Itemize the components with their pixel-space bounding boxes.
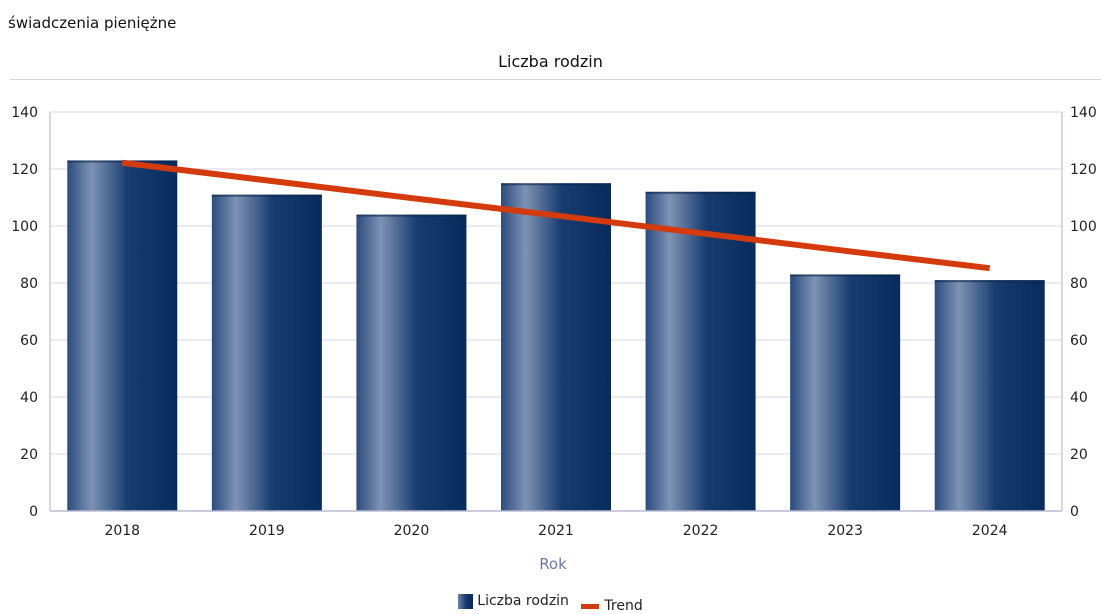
chart-title: Liczba rodzin	[498, 52, 603, 71]
y-tick-label: 100	[11, 219, 38, 235]
x-tick-label: 2022	[683, 523, 719, 539]
bar-2020	[356, 214, 467, 511]
legend-label-bars: Liczba rodzin	[477, 593, 569, 609]
y2-tick-label: 40	[1070, 390, 1088, 406]
x-tick-label: 2021	[538, 523, 574, 539]
axes	[49, 112, 1063, 512]
y2-tick-label: 60	[1070, 333, 1088, 349]
page-header: świadczenia pieniężne	[8, 14, 177, 32]
bar-cap	[356, 214, 467, 217]
bar-2021	[501, 183, 611, 511]
legend-trend-swatch	[581, 603, 600, 609]
bar-2024	[934, 280, 1045, 511]
trend-line-group	[121, 159, 991, 272]
bar-cap	[790, 274, 901, 277]
y-tick-label: 20	[20, 447, 38, 463]
title-divider	[10, 79, 1101, 80]
bar-cap	[934, 280, 1045, 283]
x-tick-label: 2024	[972, 523, 1008, 539]
bar-2018	[67, 160, 178, 511]
bar-2019	[211, 194, 322, 511]
legend: Liczba rodzin Trend	[0, 593, 1101, 614]
bars	[67, 160, 1045, 512]
y2-tick-label: 140	[1070, 105, 1097, 121]
legend-item-trend: Trend	[581, 598, 643, 614]
y2-tick-label: 20	[1070, 447, 1088, 463]
y-tick-label: 120	[11, 162, 38, 178]
y2-tick-label: 0	[1070, 504, 1079, 520]
legend-item-bars: Liczba rodzin	[458, 593, 569, 609]
bar-cap	[67, 160, 178, 163]
bar-cap	[211, 194, 322, 197]
bar-cap	[645, 191, 756, 194]
y-tick-label: 40	[20, 390, 38, 406]
y2-tick-label: 120	[1070, 162, 1097, 178]
x-tick-label: 2020	[394, 523, 430, 539]
y2-tick-label: 100	[1070, 219, 1097, 235]
legend-bar-swatch	[458, 593, 474, 609]
legend-label-trend: Trend	[604, 598, 643, 614]
trend-line	[121, 159, 991, 272]
y-tick-label: 140	[11, 105, 38, 121]
x-axis-title: Rok	[539, 555, 567, 573]
x-tick-label: 2023	[827, 523, 863, 539]
bar-2022	[645, 191, 756, 512]
bar-2023	[790, 274, 901, 511]
x-tick-label: 2019	[249, 523, 285, 539]
y2-tick-label: 80	[1070, 276, 1088, 292]
bar-cap	[501, 183, 611, 186]
x-tick-label: 2018	[104, 523, 140, 539]
y-tick-label: 60	[20, 333, 38, 349]
y-tick-label: 80	[20, 276, 38, 292]
y-tick-label: 0	[29, 504, 38, 520]
